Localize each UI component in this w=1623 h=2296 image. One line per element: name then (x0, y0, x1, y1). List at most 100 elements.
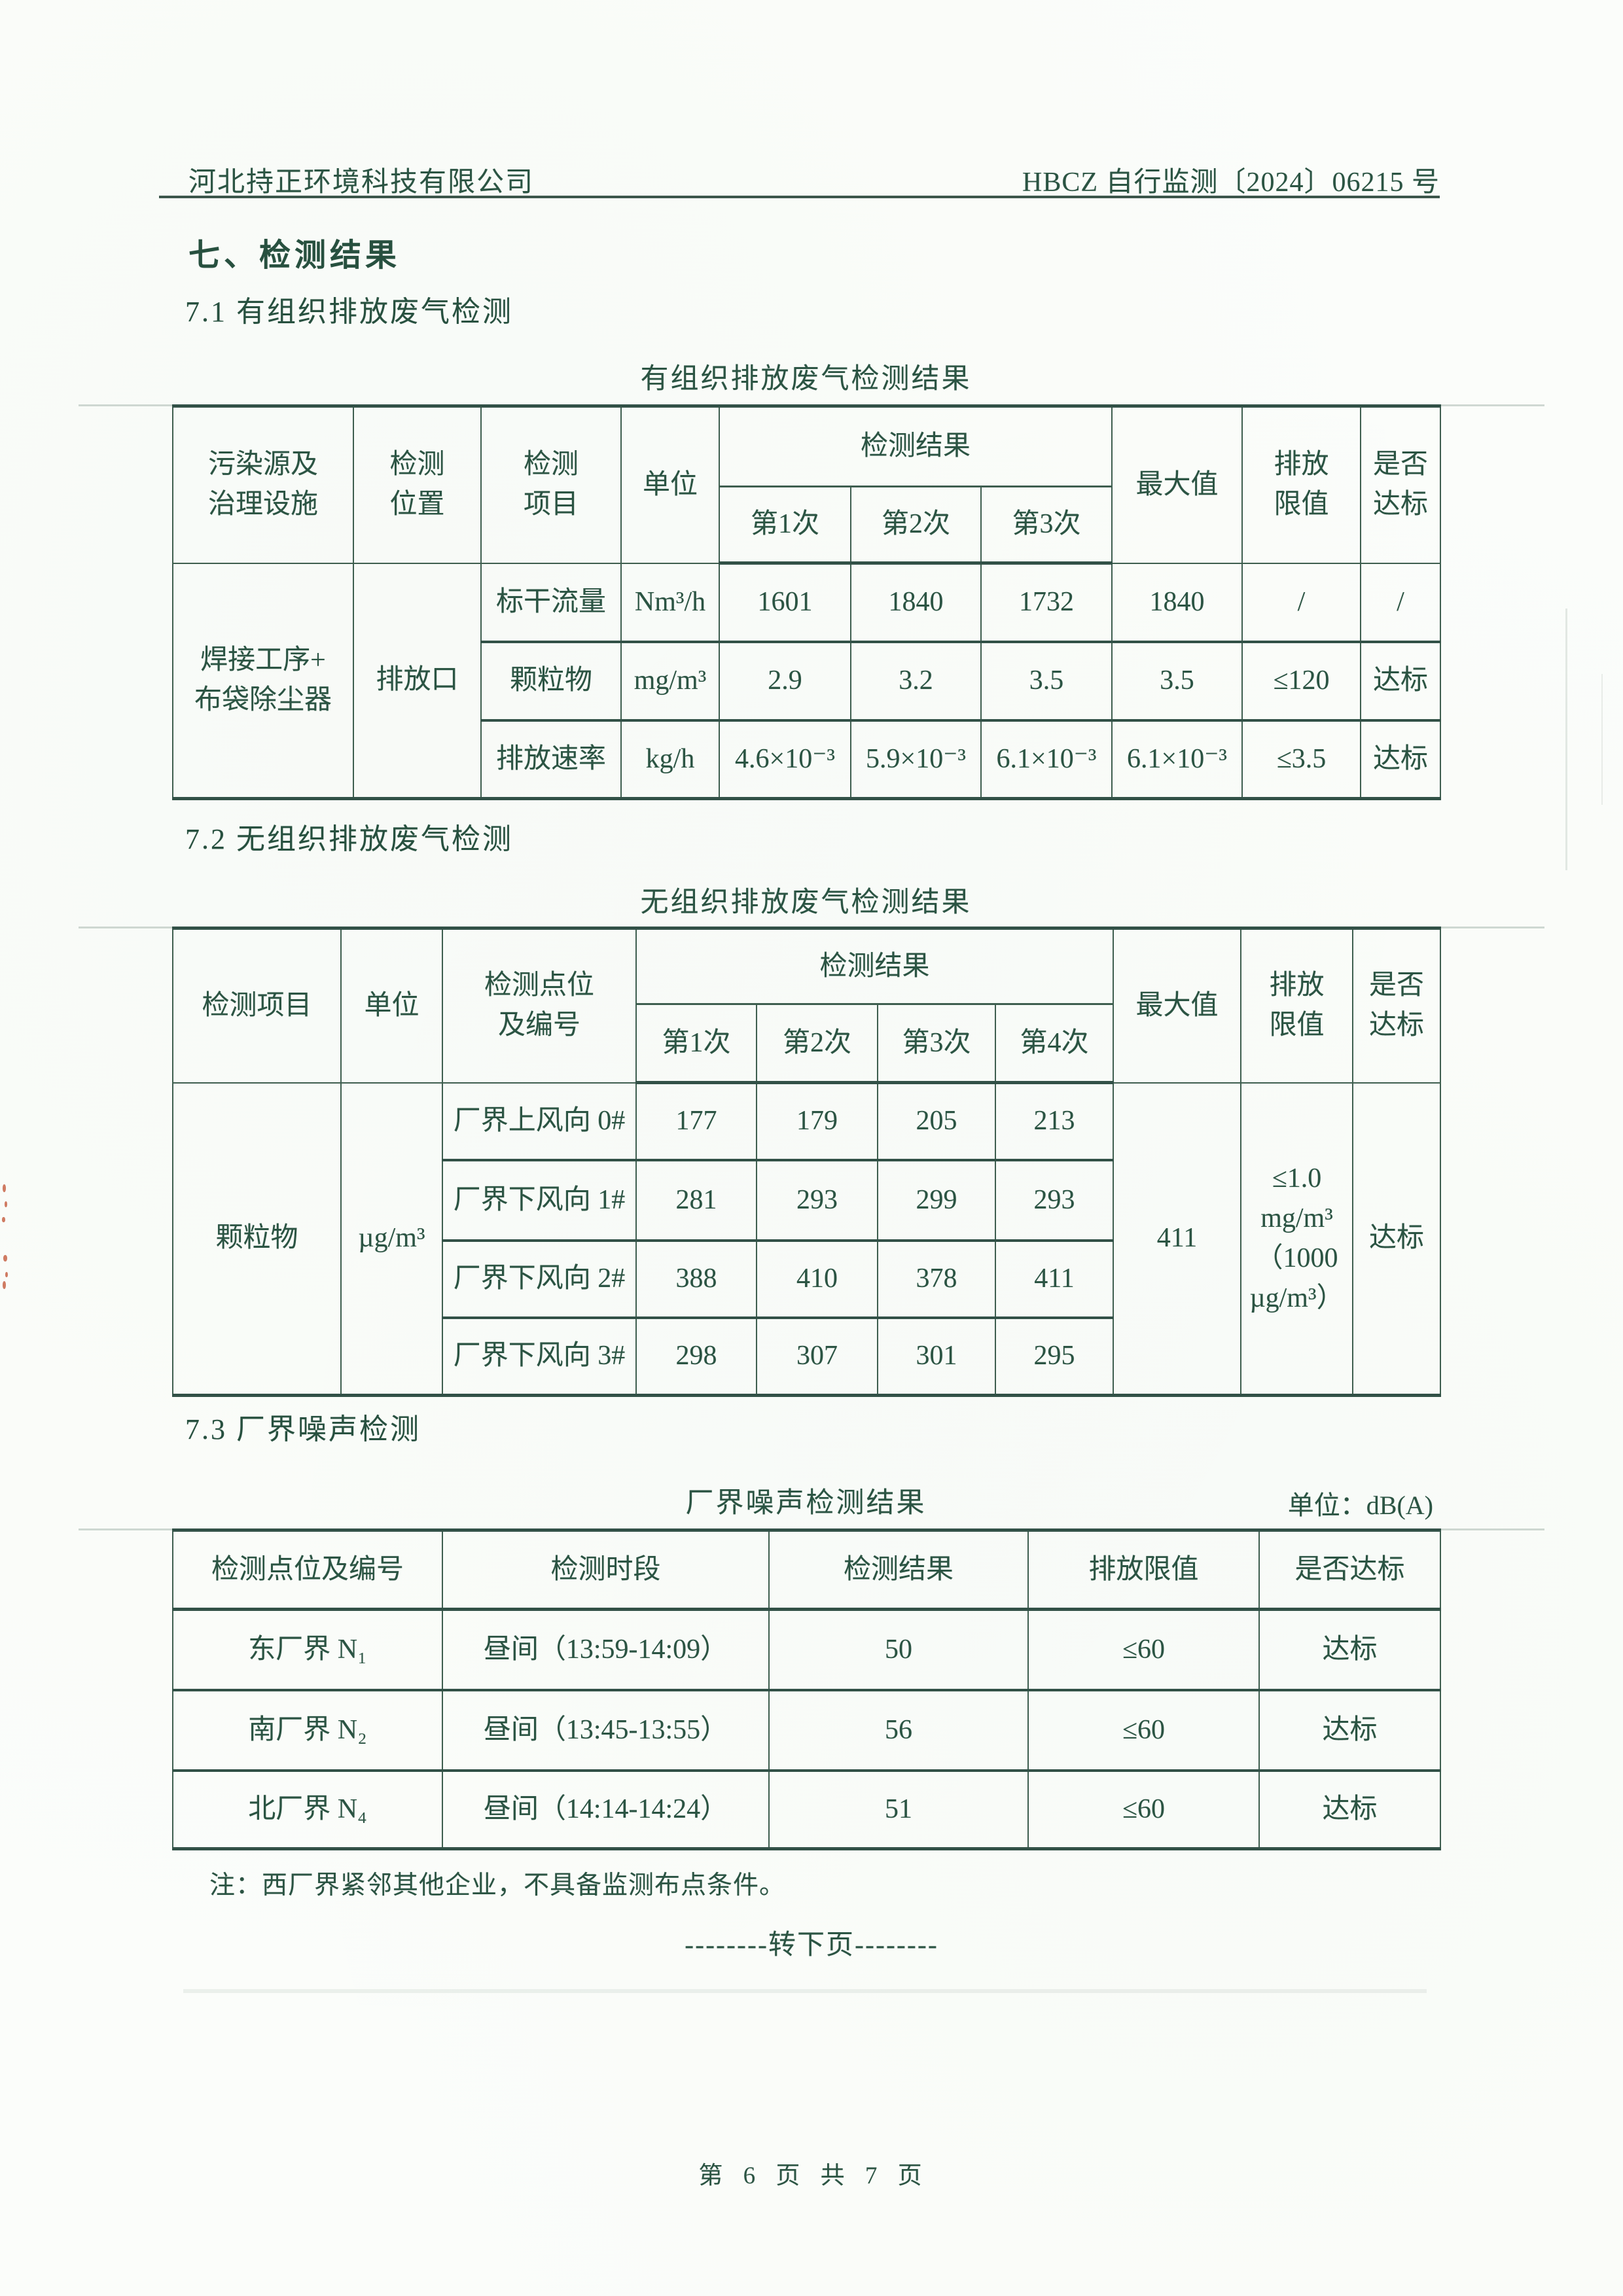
t1-pm-r2: 3.2 (850, 641, 982, 722)
t1-rate-r2: 5.9×10⁻³ (850, 719, 982, 800)
t1-h-item: 检测 项目 (480, 405, 622, 564)
t1-h-run1: 第1次 (719, 486, 851, 565)
t1-header-row-2: 第1次 第2次 第3次 (173, 486, 1440, 565)
t1-h-run3: 第3次 (980, 486, 1113, 565)
organized-emission-table: 污染源及 治理设施 检测 位置 检测 项目 单位 检测结果 最大值 排放 限值 … (172, 404, 1441, 800)
t1-h-pass: 是否 达标 (1360, 405, 1441, 564)
t2-h-limit: 排放 限值 (1240, 927, 1354, 1084)
t1-flow-r1: 1601 (719, 562, 851, 643)
t1-flow-pass: / (1360, 562, 1441, 643)
t2-p3-r1: 298 (635, 1316, 757, 1396)
t1-rate-limit: ≤3.5 (1241, 719, 1361, 800)
t2-limit-cell: ≤1.0 mg/m³ （1000 µg/m³） (1240, 1082, 1354, 1397)
t2-h-unit: 单位 (340, 927, 443, 1084)
t1-h-max: 最大值 (1111, 405, 1243, 564)
t2-p0-r4: 213 (994, 1082, 1115, 1161)
section-heading-7-3: 7.3 厂界噪声检测 (185, 1413, 421, 1445)
t2-data-row-upwind0: 颗粒物 µg/m³ 厂界上风向 0# 177 179 205 213 411 ≤… (172, 1082, 1442, 1397)
t1-data-row-particulate: 颗粒物 mg/m³ 2.9 3.2 3.5 3.5 ≤120 达标 (173, 641, 1441, 722)
t2-point-0: 厂界上风向 0# (442, 1082, 637, 1161)
t1-h-position: 检测 位置 (353, 405, 482, 564)
t2-h-max: 最大值 (1113, 927, 1242, 1084)
t1-flow-limit: / (1241, 562, 1361, 643)
t1-rate-r1: 4.6×10⁻³ (719, 719, 851, 800)
fugitive-emission-table: 检测项目 单位 检测点位 及编号 检测结果 最大值 排放 限值 是否 达标 第1… (172, 927, 1442, 1397)
t2-p3-r4: 295 (994, 1316, 1115, 1396)
t2-p1-r2: 293 (756, 1159, 878, 1242)
t1-rate-item: 排放速率 (480, 719, 622, 800)
t1-position-cell: 排放口 (353, 562, 482, 800)
t1-pm-r3: 3.5 (980, 641, 1113, 722)
t3-h-point: 检测点位及编号 (172, 1529, 443, 1611)
continuation-marker: --------转下页-------- (685, 1930, 938, 1960)
scan-artifact-red-speck (3, 1255, 7, 1262)
t2-p2-r1: 388 (635, 1239, 757, 1319)
t2-p0-r1: 177 (635, 1082, 757, 1161)
t1-flow-unit: Nm³/h (620, 562, 720, 643)
header-doc-number: HBCZ 自行监测〔2024〕06215 号 (1022, 168, 1440, 198)
t1-flow-max: 1840 (1111, 562, 1243, 643)
t1-h-unit: 单位 (620, 405, 720, 564)
t2-p1-r4: 293 (994, 1159, 1115, 1242)
t3-north-period: 昼间（14:14-14:24） (442, 1769, 770, 1850)
scan-artifact-line (79, 1528, 172, 1530)
table3-unit-label: 单位：dB(A) (1287, 1491, 1433, 1520)
t2-point-2: 厂界下风向 2# (442, 1239, 637, 1319)
t3-east-limit: ≤60 (1027, 1608, 1260, 1691)
t2-p3-r2: 307 (756, 1316, 878, 1396)
section-heading-7-2: 7.2 无组织排放废气检测 (185, 823, 513, 855)
t1-flow-r3: 1732 (980, 562, 1113, 643)
t2-h-item: 检测项目 (172, 927, 342, 1084)
scan-artifact-line (1440, 1528, 1544, 1530)
t1-data-row-flow: 焊接工序+ 布袋除尘器 排放口 标干流量 Nm³/h 1601 1840 173… (172, 562, 1441, 800)
t2-header-row-2: 第1次 第2次 第3次 第4次 (173, 1003, 1440, 1084)
t1-h-limit: 排放 限值 (1241, 405, 1361, 564)
t3-east-period: 昼间（13:59-14:09） (442, 1608, 770, 1691)
section-heading-7-1: 7.1 有组织排放废气检测 (185, 296, 513, 328)
t1-data-row-rate: 排放速率 kg/h 4.6×10⁻³ 5.9×10⁻³ 6.1×10⁻³ 6.1… (173, 719, 1441, 800)
t1-flow-r2: 1840 (850, 562, 982, 643)
t2-point-1: 厂界下风向 1# (442, 1159, 637, 1242)
t3-south-limit: ≤60 (1027, 1689, 1260, 1772)
table1-title: 有组织排放废气检测结果 (640, 364, 972, 395)
scan-artifact-line (1440, 404, 1544, 406)
section-title-main: 七、检测结果 (188, 238, 401, 273)
t3-north-result: 51 (768, 1769, 1029, 1850)
page-number: 第 6 页 共 7 页 (698, 2163, 925, 2189)
t2-p2-r4: 411 (994, 1239, 1115, 1319)
t3-north-point: 北厂界 N₄ (172, 1769, 443, 1850)
t2-header-row-1: 检测项目 单位 检测点位 及编号 检测结果 最大值 排放 限值 是否 达标 (172, 927, 1442, 1084)
t2-data-row-downwind2: 厂界下风向 2# 388 410 378 411 (173, 1239, 1440, 1319)
t3-east-point: 东厂界 N₁ (172, 1608, 443, 1691)
t3-north-limit: ≤60 (1027, 1769, 1260, 1850)
t1-rate-pass: 达标 (1360, 719, 1441, 800)
t2-p0-r3: 205 (877, 1082, 996, 1161)
t1-h-run2: 第2次 (850, 486, 982, 565)
header-rule (159, 196, 1440, 198)
t3-h-result: 检测结果 (768, 1529, 1029, 1611)
t2-unit-cell: µg/m³ (340, 1082, 443, 1397)
t3-east-pass: 达标 (1258, 1608, 1441, 1691)
t1-rate-max: 6.1×10⁻³ (1111, 719, 1243, 800)
t1-rate-unit: kg/h (620, 719, 720, 800)
scan-artifact-line (79, 404, 172, 406)
t2-h-point: 检测点位 及编号 (442, 927, 637, 1084)
scan-artifact-streak (1565, 609, 1567, 870)
scan-artifact-red-speck (3, 1281, 6, 1289)
scan-artifact-red-speck (3, 1184, 6, 1192)
t1-header-row-1: 污染源及 治理设施 检测 位置 检测 项目 单位 检测结果 最大值 排放 限值 … (172, 405, 1441, 564)
scan-artifact-line (1440, 927, 1544, 928)
t3-h-pass: 是否达标 (1258, 1529, 1441, 1611)
t2-h-result: 检测结果 (635, 927, 1115, 1005)
footnote: 注：西厂界紧邻其他企业，不具备监测布点条件。 (209, 1871, 786, 1899)
t2-point-3: 厂界下风向 3# (442, 1316, 637, 1396)
t2-h-run1: 第1次 (635, 1003, 757, 1084)
t1-pm-limit: ≤120 (1241, 641, 1361, 722)
t3-south-period: 昼间（13:45-13:55） (442, 1689, 770, 1772)
t3-north-pass: 达标 (1258, 1769, 1441, 1850)
t2-p1-r1: 281 (635, 1159, 757, 1242)
t3-south-result: 56 (768, 1689, 1029, 1772)
t2-h-run4: 第4次 (994, 1003, 1115, 1084)
t1-pm-item: 颗粒物 (480, 641, 622, 722)
